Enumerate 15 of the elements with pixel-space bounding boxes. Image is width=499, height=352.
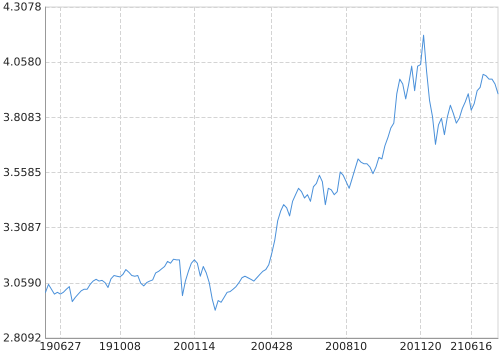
x-tick-label: 210616	[450, 340, 492, 352]
y-tick-label: 3.0590	[2, 276, 42, 290]
y-tick-label: 3.5585	[2, 166, 42, 179]
x-tick-label: 200114	[173, 340, 216, 352]
x-tick-label: 201120	[400, 340, 442, 352]
x-tick-label: 200428	[250, 340, 293, 352]
y-tick-label: 3.8083	[2, 110, 42, 124]
y-tick-label: 3.3087	[2, 221, 42, 234]
y-tick-label: 2.8092	[2, 332, 42, 344]
x-tick-label: 190627	[39, 340, 82, 352]
x-tick-label: 191008	[98, 340, 141, 352]
x-tick-label: 200810	[325, 340, 368, 352]
y-tick-label: 4.0580	[2, 56, 42, 69]
line-series	[44, 34, 498, 311]
y-tick-label: 4.3078	[2, 0, 42, 14]
